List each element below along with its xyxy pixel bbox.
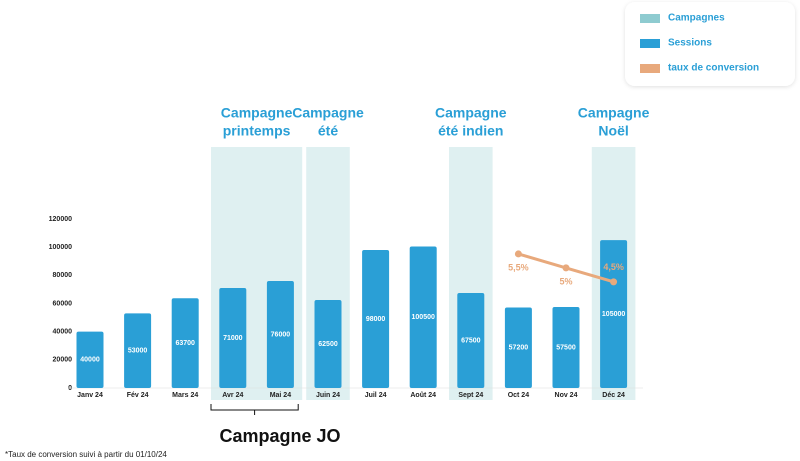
bar-value-label: 53000	[128, 348, 148, 355]
x-tick-label: Déc 24	[602, 392, 625, 399]
bar	[266, 280, 294, 388]
campaign-label: printemps	[223, 123, 291, 139]
conversion-label: 4,5%	[603, 262, 624, 272]
campaign-label: Campagne	[435, 105, 507, 121]
bar-value-label: 98000	[366, 316, 386, 323]
bar	[76, 331, 104, 388]
bar-value-label: 62500	[318, 341, 338, 348]
bar-value-label: 57200	[509, 345, 529, 352]
conversion-label: 5,5%	[508, 262, 529, 272]
x-tick-label: Sept 24	[458, 392, 483, 399]
legend-swatch	[640, 14, 660, 23]
bar-value-label: 76000	[271, 331, 291, 338]
bar	[362, 249, 390, 388]
bar-value-label: 63700	[175, 340, 195, 347]
campaign-label: Campagne	[221, 105, 293, 121]
bar-value-label: 40000	[80, 357, 100, 364]
campaign-label: Campagne	[292, 105, 364, 121]
conversion-point	[562, 264, 570, 272]
x-tick-label: Janv 24	[77, 392, 103, 399]
conversion-label: 5%	[559, 276, 572, 286]
bar-value-label: 100500	[412, 314, 435, 321]
conversion-point	[610, 278, 618, 286]
bar-value-label: 67500	[461, 337, 481, 344]
x-tick-label: Août 24	[410, 392, 436, 399]
legend-label: Sessions	[668, 38, 712, 49]
x-tick-label: Nov 24	[555, 392, 578, 399]
legend-swatch	[640, 64, 660, 73]
x-tick-label: Mars 24	[172, 392, 198, 399]
bar-value-label: 71000	[223, 335, 243, 342]
bar	[314, 299, 342, 388]
y-tick-label: 100000	[49, 244, 72, 251]
x-tick-label: Fév 24	[127, 392, 149, 399]
bar	[219, 288, 247, 388]
y-tick-label: 0	[68, 385, 72, 392]
x-tick-label: Juin 24	[316, 392, 340, 399]
x-tick-label: Oct 24	[508, 392, 530, 399]
x-tick-label: Juil 24	[365, 392, 387, 399]
bar-value-label: 105000	[602, 311, 625, 318]
campaign-label: été	[318, 123, 338, 139]
bar	[552, 307, 580, 388]
bar-value-label: 57500	[556, 344, 576, 351]
conversion-point	[514, 250, 522, 258]
bracket-label: Campagne JO	[219, 426, 340, 446]
y-tick-label: 120000	[49, 216, 72, 223]
bar	[600, 240, 628, 388]
y-tick-label: 20000	[53, 357, 73, 364]
legend-box	[625, 2, 795, 86]
bracket	[210, 404, 299, 415]
campaign-label: Noël	[598, 123, 628, 139]
bar	[504, 307, 532, 388]
campaign-label: été indien	[438, 123, 503, 139]
bar	[409, 246, 437, 388]
legend-swatch	[640, 39, 660, 48]
bar	[171, 298, 199, 388]
y-tick-label: 80000	[53, 272, 73, 279]
y-tick-label: 60000	[53, 300, 73, 307]
x-tick-label: Avr 24	[222, 392, 243, 399]
x-tick-label: Mai 24	[270, 392, 292, 399]
bar	[124, 313, 152, 388]
campaign-label: Campagne	[578, 105, 650, 121]
y-tick-label: 40000	[53, 329, 73, 336]
footnote: *Taux de conversion suivi à partir du 01…	[5, 450, 167, 459]
legend-label: taux de conversion	[668, 63, 759, 74]
bar	[457, 292, 485, 388]
legend-label: Campagnes	[668, 13, 725, 24]
